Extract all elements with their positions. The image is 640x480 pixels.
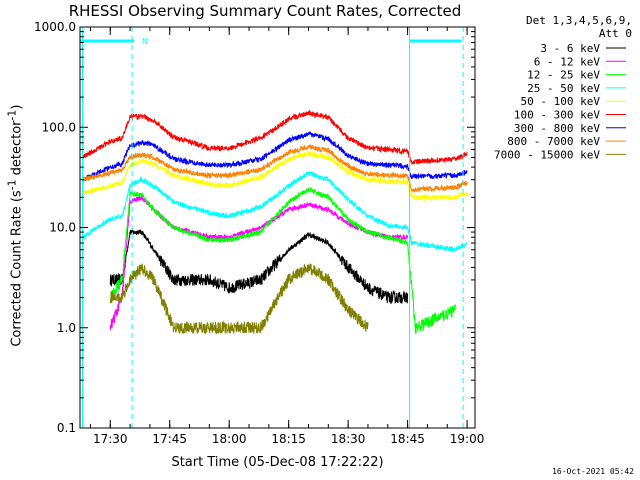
legend-header-line-1: Det 1,3,4,5,6,9, [526, 14, 632, 27]
x-tick-label: 17:45 [152, 432, 187, 446]
series-line-1 [109, 228, 409, 305]
series-line-7 [82, 131, 468, 182]
series-line-9 [109, 263, 369, 335]
legend-label: 12 - 25 keV [527, 69, 600, 82]
series-line-3 [110, 186, 456, 334]
flag-label: N [142, 37, 148, 46]
legend-label: 300 - 800 keV [514, 122, 600, 135]
x-tick-label: 18:15 [271, 432, 306, 446]
y-tick-label: 10.0 [49, 221, 76, 235]
series-line-6 [82, 109, 468, 166]
legend-label: 3 - 6 keV [540, 42, 600, 55]
x-axis-label: Start Time (05-Dec-08 17:22:22) [171, 455, 384, 470]
legend-label: 800 - 7000 keV [507, 135, 600, 148]
y-axis-label-part: Corrected Count Rate (s [9, 190, 25, 347]
legend-label: 50 - 100 keV [521, 95, 601, 108]
x-tick-label: 18:30 [331, 432, 366, 446]
series-line-4 [82, 170, 468, 253]
x-tick-label: 18:45 [390, 432, 425, 446]
legend-label: 100 - 300 keV [514, 109, 600, 122]
y-axis-label-sup: -1 [5, 109, 19, 121]
y-axis-label: Corrected Count Rate (s-1 detector-1) [5, 105, 25, 347]
y-tick-label: 0.1 [57, 421, 76, 435]
x-tick-label: 17:30 [93, 432, 128, 446]
y-axis-label-part: ) [9, 104, 25, 110]
legend-header: Det 1,3,4,5,6,9, Att 0 [526, 14, 632, 40]
y-tick-label: 1000.0 [34, 20, 76, 34]
series-line-8 [82, 144, 468, 194]
x-tick-label: 18:00 [212, 432, 247, 446]
series-layer [82, 109, 468, 335]
y-tick-label: 100.0 [42, 120, 76, 134]
y-tick-label: 1.0 [57, 321, 76, 335]
legend-label: 7000 - 15000 keV [494, 148, 600, 161]
series-line-5 [82, 150, 468, 202]
chart-title: RHESSI Observing Summary Count Rates, Co… [68, 2, 462, 20]
timestamp: 16-Oct-2021 05:42 [552, 467, 634, 476]
legend-label: 25 - 50 keV [527, 82, 600, 95]
legend-header-line-2: Att 0 [598, 27, 632, 40]
y-axis-label-sup: -1 [5, 179, 19, 191]
legend-label: 6 - 12 keV [534, 55, 601, 68]
y-axis-label-part: detector [9, 120, 25, 180]
axes: 0.1 1.0 10.0 100.0 1000.0 17:30 17:45 18:00 18:1… [34, 20, 484, 446]
x-tick-label: 19:00 [450, 432, 485, 446]
